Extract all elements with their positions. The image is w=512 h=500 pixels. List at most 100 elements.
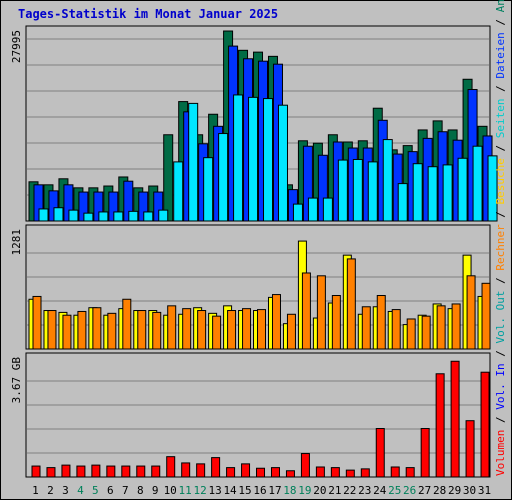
bar-rechner-17 <box>271 294 281 350</box>
bar-seiten-2 <box>53 207 64 222</box>
x-tick-label-2: 2 <box>47 484 54 497</box>
bar-rechner-8 <box>137 310 147 350</box>
bar-volumen-12 <box>196 463 206 478</box>
x-tick-label-1: 1 <box>32 484 39 497</box>
bar-rechner-27 <box>421 315 431 350</box>
panel-top: 27995 <box>10 25 498 222</box>
y-tick-label-top: 27995 <box>10 30 23 63</box>
bar-seiten-4 <box>83 212 94 222</box>
panel-bottom: 3.67 GB <box>10 352 491 478</box>
bar-volumen-30 <box>465 420 475 478</box>
x-tick-label-18: 18 <box>283 484 296 497</box>
bar-seiten-31 <box>487 155 498 222</box>
bar-seiten-20 <box>322 197 333 222</box>
bar-volumen-20 <box>315 466 325 478</box>
bar-rechner-12 <box>197 310 207 350</box>
bar-seiten-25 <box>397 183 408 222</box>
x-tick-label-7: 7 <box>122 484 129 497</box>
bar-rechner-3 <box>62 314 72 350</box>
bar-volumen-1 <box>31 465 41 478</box>
legend-item-rechner: Rechner <box>494 224 507 271</box>
x-tick-label-29: 29 <box>448 484 461 497</box>
bar-seiten-9 <box>158 209 169 222</box>
bar-seiten-12 <box>203 157 214 222</box>
x-tick-label-20: 20 <box>313 484 326 497</box>
x-tick-label-25: 25 <box>388 484 401 497</box>
bar-volumen-9 <box>151 465 161 478</box>
bar-seiten-17 <box>277 104 288 222</box>
legend-separator: / <box>494 79 507 99</box>
bar-volumen-7 <box>121 465 131 478</box>
legend-item-seiten: Seiten <box>494 98 507 138</box>
x-tick-label-4: 4 <box>77 484 84 497</box>
bar-rechner-15 <box>242 308 252 350</box>
chart-title: Tages-Statistik im Monat Januar 2025 <box>18 7 279 21</box>
bar-seiten-28 <box>442 164 453 222</box>
legend-item-volumen: Volumen <box>494 430 507 476</box>
bar-rechner-28 <box>436 305 446 350</box>
bar-rechner-22 <box>346 258 356 350</box>
panel-middle: 1281 <box>10 224 491 350</box>
side-legend: Volumen / Vol. In / Vol. Out / Rechner /… <box>494 0 507 476</box>
bar-seiten-8 <box>143 211 154 222</box>
bar-rechner-10 <box>167 305 177 350</box>
bar-rechner-23 <box>361 306 371 350</box>
bar-rechner-7 <box>122 298 132 350</box>
bar-volumen-31 <box>480 371 490 478</box>
bar-rechner-13 <box>212 315 222 350</box>
bar-volumen-24 <box>375 428 385 478</box>
bar-seiten-11 <box>188 102 199 222</box>
bar-volumen-21 <box>330 467 340 478</box>
x-tick-label-12: 12 <box>194 484 207 497</box>
x-tick-label-3: 3 <box>62 484 69 497</box>
bar-seiten-10 <box>173 161 184 222</box>
bar-volumen-19 <box>300 453 310 478</box>
x-tick-label-27: 27 <box>418 484 431 497</box>
bar-volumen-28 <box>435 373 445 478</box>
x-tick-label-28: 28 <box>433 484 446 497</box>
bar-seiten-26 <box>412 163 423 222</box>
x-tick-label-5: 5 <box>92 484 99 497</box>
x-tick-label-15: 15 <box>238 484 251 497</box>
bar-volumen-11 <box>181 462 191 478</box>
legend-item-dateien: Dateien <box>494 32 507 78</box>
legend-item-besuche: Besuche <box>494 158 507 204</box>
bar-rechner-5 <box>92 307 102 350</box>
bar-rechner-19 <box>301 272 311 350</box>
legend-separator: / <box>494 271 507 291</box>
bar-volumen-18 <box>285 470 295 478</box>
bar-volumen-22 <box>345 469 355 478</box>
x-tick-label-17: 17 <box>268 484 281 497</box>
bar-volumen-26 <box>405 467 415 478</box>
bar-volumen-16 <box>256 467 266 478</box>
x-tick-label-16: 16 <box>253 484 266 497</box>
bar-rechner-4 <box>77 310 87 350</box>
legend-item-vol-out: Vol. Out <box>494 291 507 344</box>
bar-volumen-17 <box>270 467 280 478</box>
bar-rechner-18 <box>286 313 296 350</box>
bar-rechner-16 <box>257 309 267 350</box>
bar-rechner-6 <box>107 312 117 350</box>
bar-seiten-21 <box>337 159 348 222</box>
bar-seiten-24 <box>382 139 393 222</box>
x-tick-label-30: 30 <box>463 484 476 497</box>
x-tick-label-19: 19 <box>298 484 311 497</box>
bar-volumen-25 <box>390 466 400 478</box>
bar-seiten-13 <box>218 133 229 222</box>
bar-seiten-27 <box>427 166 438 222</box>
bar-rechner-14 <box>227 310 237 350</box>
bar-rechner-21 <box>331 295 341 350</box>
bar-rechner-31 <box>481 282 491 350</box>
bar-volumen-23 <box>360 468 370 478</box>
bar-volumen-14 <box>226 467 236 478</box>
x-tick-label-10: 10 <box>164 484 177 497</box>
legend-separator: / <box>494 344 507 364</box>
legend-separator: / <box>494 138 507 158</box>
bar-volumen-13 <box>211 457 221 478</box>
x-tick-label-6: 6 <box>107 484 114 497</box>
bar-volumen-27 <box>420 428 430 478</box>
bar-rechner-20 <box>316 275 326 350</box>
bar-seiten-1 <box>38 208 49 222</box>
y-tick-label-bottom: 3.67 GB <box>10 357 23 404</box>
bar-seiten-18 <box>292 203 303 222</box>
